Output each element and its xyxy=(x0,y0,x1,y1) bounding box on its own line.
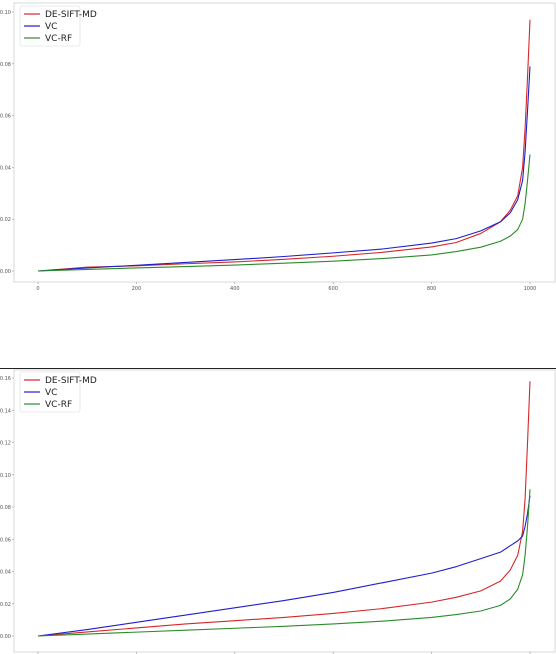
legend-label: VC-RF xyxy=(45,34,72,44)
y-tick-label: 0.08 xyxy=(0,62,11,68)
y-tick-label: 0.14 xyxy=(0,408,11,414)
x-tick-label: 0 xyxy=(36,286,39,292)
y-tick-label: 0.04 xyxy=(0,165,11,171)
y-tick-label: 0.10 xyxy=(0,10,11,16)
series-line-vc-rf xyxy=(37,489,531,637)
y-tick-label: 0.06 xyxy=(0,114,11,120)
legend-box xyxy=(19,371,81,413)
y-tick-label: 0.04 xyxy=(0,570,11,576)
x-tick-label: 400 xyxy=(230,286,240,292)
series-line-vc xyxy=(37,495,531,637)
series-line-vc xyxy=(37,66,531,272)
legend-label: DE-SIFT-MD xyxy=(45,376,97,386)
series-line-de-sift-md xyxy=(37,381,531,637)
legend: DE-SIFT-MD VC VC-RF xyxy=(19,5,97,47)
y-tick-label: 0.02 xyxy=(0,217,11,223)
y-tick-label: 0.08 xyxy=(0,505,11,511)
legend-label: DE-SIFT-MD xyxy=(45,10,97,20)
y-tick-label: 0.02 xyxy=(0,602,11,608)
x-tick-label: 1000 xyxy=(524,286,537,292)
legend: DE-SIFT-MD VC VC-RF xyxy=(19,371,97,413)
y-tick-label: 0.00 xyxy=(0,269,11,275)
legend-label: VC xyxy=(45,22,57,32)
x-tick-label: 200 xyxy=(132,286,142,292)
chart-panel-2: 020040060080010000.000.020.040.060.080.1… xyxy=(0,369,556,654)
y-tick-label: 0.10 xyxy=(0,473,11,479)
y-tick-label: 0.06 xyxy=(0,537,11,543)
legend-label: VC xyxy=(45,388,57,398)
x-tick-label: 600 xyxy=(328,286,338,292)
series-line-vc-rf xyxy=(37,154,531,272)
series-line-de-sift-md xyxy=(37,19,531,272)
x-tick-label: 800 xyxy=(427,286,437,292)
legend-box xyxy=(19,5,81,47)
axes-frame xyxy=(13,2,556,283)
y-tick-label: 0.00 xyxy=(0,634,11,640)
y-tick-label: 0.16 xyxy=(0,376,11,382)
y-tick-label: 0.12 xyxy=(0,441,11,447)
chart-panel-1: 0 200 400 600 800 1000 0.00 0.02 0.04 0.06 0.08 0.1… xyxy=(0,2,556,292)
legend-label: VC-RF xyxy=(45,400,72,410)
axes-frame xyxy=(13,369,556,653)
